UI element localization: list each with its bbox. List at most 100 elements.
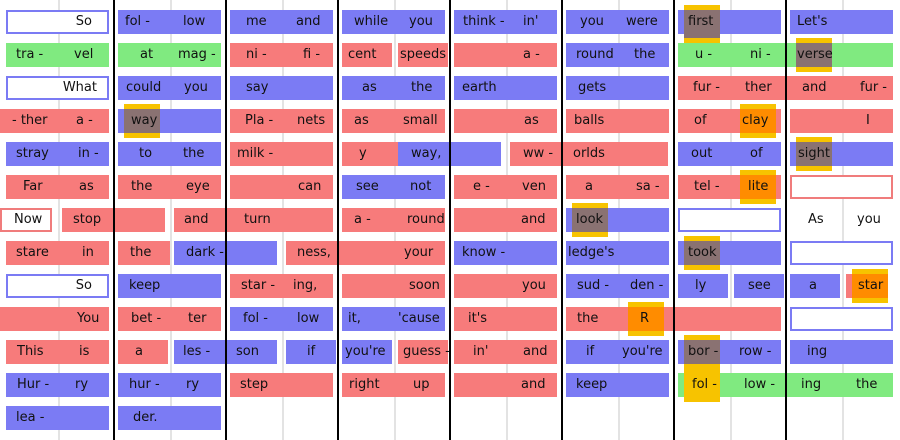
highlight-marker <box>628 302 664 336</box>
lyric-syllable: and <box>521 377 546 392</box>
note-band <box>566 340 669 364</box>
lyric-syllable: dark - <box>186 245 224 260</box>
lyric-syllable: as <box>354 113 369 128</box>
note-band <box>510 142 668 166</box>
note-band <box>566 241 669 265</box>
lyric-syllable: were <box>626 14 658 29</box>
lyric-syllable: balls <box>574 113 605 128</box>
lyric-syllable: not <box>410 179 432 194</box>
lyric-syllable: step <box>240 377 269 392</box>
lyric-syllable: ledge's <box>568 245 615 260</box>
measure-bar-line <box>561 0 563 440</box>
note-band <box>454 43 557 67</box>
note-band <box>342 274 445 298</box>
lyric-syllable: the <box>183 146 205 161</box>
lyric-syllable: Far <box>23 179 43 194</box>
note-band <box>342 109 445 133</box>
highlight-marker <box>684 335 720 369</box>
note-band <box>678 142 781 166</box>
note-band <box>790 10 893 34</box>
measure-bar-line <box>785 0 787 440</box>
lyric-syllable: earth <box>462 80 497 95</box>
lyric-syllable: if <box>586 344 595 359</box>
note-band <box>454 175 557 199</box>
lyric-syllable: turn <box>244 212 271 227</box>
note-band <box>286 340 336 364</box>
measure-bar-line <box>337 0 339 440</box>
lyric-syllable: out <box>691 146 713 161</box>
lyric-syllable: the <box>130 245 152 260</box>
lyric-syllable: the <box>411 80 433 95</box>
lyric-syllable: Now <box>14 212 43 227</box>
empty-slot <box>790 307 893 331</box>
lyric-syllable: ww - <box>523 146 554 161</box>
lyric-syllable: a - <box>76 113 93 128</box>
note-band <box>230 43 333 67</box>
lyric-syllable: keep <box>576 377 608 392</box>
lyric-syllable: u - <box>695 47 713 62</box>
highlight-marker <box>684 236 720 270</box>
lyric-syllable: star - <box>241 278 276 293</box>
lyric-syllable: son <box>236 344 259 359</box>
note-band <box>342 76 445 100</box>
lyric-syllable: star <box>858 278 884 293</box>
lyric-syllable: and <box>521 212 546 227</box>
lyric-syllable: the <box>131 179 153 194</box>
lyric-syllable: As <box>808 212 824 227</box>
lyric-syllable: you're <box>345 344 386 359</box>
lyric-syllable: You <box>77 311 100 326</box>
note-band <box>6 43 109 67</box>
lyric-syllable: I <box>866 113 870 128</box>
lyric-syllable: a <box>585 179 593 194</box>
lyric-syllable: look <box>576 212 604 227</box>
lyric-syllable: see <box>748 278 771 293</box>
note-band <box>6 373 109 397</box>
note-band <box>454 208 557 232</box>
lyric-syllable: took <box>688 245 717 260</box>
note-band <box>230 109 333 133</box>
lyric-syllable: ry <box>75 377 89 392</box>
lyric-syllable: small <box>403 113 438 128</box>
lyric-syllable: as <box>79 179 94 194</box>
note-band <box>6 406 109 430</box>
lyric-syllable: first <box>688 14 714 29</box>
lyric-syllable: say <box>246 80 269 95</box>
note-band <box>454 373 557 397</box>
note-band <box>118 241 170 265</box>
lyric-syllable: round <box>407 212 445 227</box>
note-band <box>230 142 333 166</box>
lyric-syllable: ni - <box>750 47 771 62</box>
lyric-syllable: in <box>82 245 94 260</box>
note-band <box>454 76 557 100</box>
note-band <box>566 109 669 133</box>
lyric-syllable: guess - <box>403 344 450 359</box>
note-band <box>790 274 840 298</box>
lyric-syllable: low - <box>744 377 776 392</box>
lyric-syllable: of <box>694 113 707 128</box>
lyric-syllable: as <box>524 113 539 128</box>
empty-slot <box>6 10 109 34</box>
lyric-syllable: This <box>17 344 44 359</box>
measure-bar-line <box>113 0 115 440</box>
note-band <box>454 307 557 331</box>
note-band <box>230 76 333 100</box>
beat-guide-line <box>842 0 844 440</box>
lyric-syllable: fur - <box>860 80 887 95</box>
lyric-syllable: gets <box>578 80 607 95</box>
lyric-syllable: see <box>356 179 379 194</box>
lyric-syllable: at <box>140 47 154 62</box>
lyric-syllable: while <box>354 14 389 29</box>
lyric-syllable: you <box>522 278 546 293</box>
lyric-syllable: think - <box>463 14 505 29</box>
note-band <box>454 10 557 34</box>
note-band <box>566 175 669 199</box>
note-band <box>342 307 445 331</box>
lyric-syllable: row - <box>739 344 772 359</box>
lyric-syllable: sud - <box>577 278 610 293</box>
lyric-syllable: stare <box>16 245 49 260</box>
lyric-syllable: can <box>298 179 322 194</box>
lyric-syllable: - ther <box>12 113 48 128</box>
lyric-syllable: fol - <box>125 14 150 29</box>
lyric-syllable: fol - <box>692 377 717 392</box>
note-band <box>230 373 333 397</box>
